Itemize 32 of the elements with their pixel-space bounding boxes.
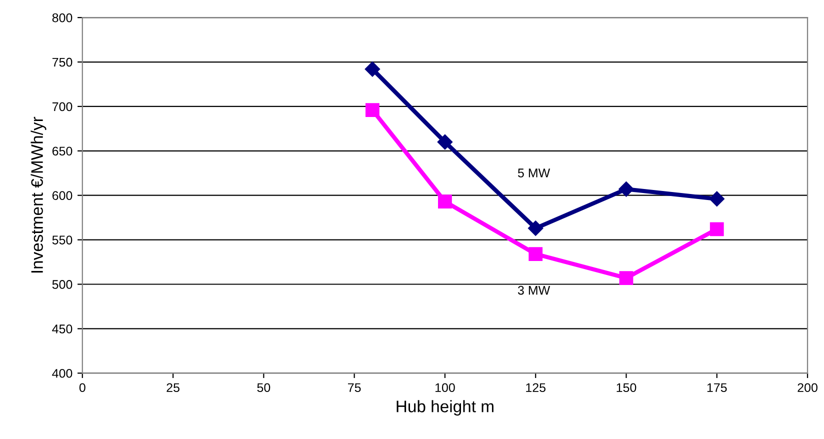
annotation: 3 MW <box>518 286 550 295</box>
y-tick-label: 650 <box>52 146 72 156</box>
y-tick-label: 700 <box>52 102 72 112</box>
x-tick-label: 125 <box>526 383 546 392</box>
point <box>438 194 452 209</box>
point <box>709 191 724 206</box>
x-tick-label: 0 <box>79 383 86 392</box>
point <box>366 103 380 117</box>
x-tick-label: 50 <box>257 383 270 392</box>
point <box>437 134 453 150</box>
point <box>364 62 380 77</box>
x-tick-label: 25 <box>166 383 180 392</box>
x-tick-label: 175 <box>707 383 727 392</box>
x-tick-label: 150 <box>616 383 636 392</box>
y-axis-title: Investment €/MWh/yr <box>30 116 46 273</box>
y-tick-label: 600 <box>52 191 72 200</box>
y-tick-label: 450 <box>52 324 72 334</box>
y-tick-label: 500 <box>52 280 72 289</box>
x-tick-label: 75 <box>348 383 361 392</box>
y-tick-label: 400 <box>52 368 72 378</box>
point <box>619 271 634 285</box>
point <box>710 222 724 236</box>
y-tick-label: 750 <box>52 58 72 67</box>
x-tick-label: 200 <box>798 383 818 392</box>
point <box>528 247 543 261</box>
point <box>618 182 634 197</box>
point <box>528 220 544 236</box>
x-axis-title: Hub height m <box>396 400 494 416</box>
x-tick-label: 100 <box>435 383 455 392</box>
annotation: 5 MW <box>518 168 550 178</box>
y-tick-label: 550 <box>52 236 72 244</box>
y-tick-label: 800 <box>52 13 72 22</box>
